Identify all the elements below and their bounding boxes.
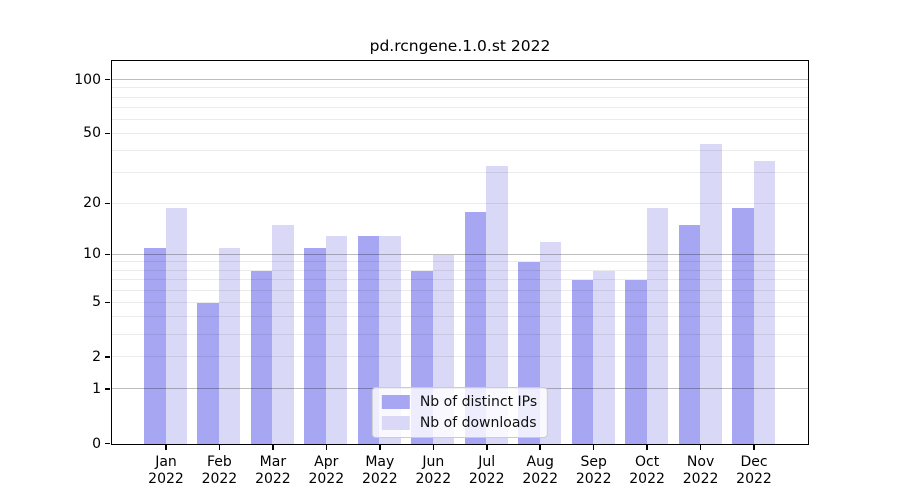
legend-item-distinct-ips: Nb of distinct IPs bbox=[381, 394, 538, 410]
bar-distinct-ips-oct bbox=[625, 280, 647, 444]
x-tick-mark-dec bbox=[753, 445, 755, 450]
bar-downloads-feb bbox=[218, 248, 241, 444]
y-tick-mark-1 bbox=[105, 388, 110, 390]
legend-item-downloads: Nb of downloads bbox=[381, 415, 537, 431]
x-tick-mark-nov bbox=[699, 445, 702, 450]
x-tick-mark-jul bbox=[486, 445, 488, 450]
bar-distinct-ips-feb bbox=[197, 302, 219, 444]
y-tick-mark-50 bbox=[105, 132, 110, 135]
legend-swatch-distinct-ips bbox=[381, 395, 410, 409]
x-tick-label-dec: Dec 2022 bbox=[736, 453, 772, 488]
bar-downloads-sep bbox=[593, 270, 615, 444]
bar-distinct-ips-mar bbox=[250, 270, 273, 444]
y-tick-mark-10 bbox=[105, 253, 110, 256]
x-tick-label-may: May 2022 bbox=[361, 453, 398, 488]
y-tick-label-0: 0 bbox=[92, 435, 101, 452]
plot-area: Nb of distinct IPs Nb of downloads bbox=[111, 60, 809, 445]
bar-distinct-ips-jul bbox=[464, 211, 487, 444]
bar-distinct-ips-jan bbox=[144, 248, 166, 444]
x-tick-mark-mar bbox=[272, 445, 274, 450]
y-tick-label-2: 2 bbox=[92, 348, 101, 365]
y-tick-label-5: 5 bbox=[92, 294, 101, 311]
x-tick-label-nov: Nov 2022 bbox=[682, 453, 719, 488]
legend-swatch-downloads bbox=[381, 416, 410, 430]
y-tick-label-1: 1 bbox=[92, 380, 101, 397]
x-tick-mark-jun bbox=[432, 445, 434, 450]
bar-downloads-mar bbox=[272, 225, 294, 444]
x-tick-mark-apr bbox=[325, 445, 328, 450]
bar-distinct-ips-sep bbox=[571, 280, 594, 444]
legend: Nb of distinct IPs Nb of downloads bbox=[371, 387, 549, 438]
y-tick-mark-20 bbox=[105, 202, 110, 205]
x-tick-label-feb: Feb 2022 bbox=[201, 453, 238, 488]
legend-label-distinct-ips: Nb of distinct IPs bbox=[419, 394, 538, 410]
y-tick-label-50: 50 bbox=[83, 125, 101, 142]
x-tick-label-jan: Jan 2022 bbox=[148, 453, 184, 488]
legend-label-downloads: Nb of downloads bbox=[419, 415, 537, 431]
x-tick-mark-feb bbox=[218, 445, 221, 450]
y-tick-label-20: 20 bbox=[83, 195, 101, 212]
bar-downloads-dec bbox=[753, 161, 775, 444]
y-tick-mark-100 bbox=[105, 78, 110, 81]
x-tick-mark-jan bbox=[165, 445, 167, 450]
x-tick-label-jul: Jul 2022 bbox=[468, 453, 505, 488]
bar-downloads-oct bbox=[646, 207, 669, 444]
x-tick-mark-may bbox=[379, 445, 381, 450]
x-tick-label-mar: Mar 2022 bbox=[255, 453, 291, 488]
bar-downloads-apr bbox=[325, 235, 348, 444]
y-tick-label-100: 100 bbox=[74, 71, 101, 88]
x-tick-mark-sep bbox=[592, 445, 595, 450]
bar-downloads-jul bbox=[486, 165, 508, 444]
bar-distinct-ips-apr bbox=[304, 248, 326, 444]
bar-downloads-jan bbox=[165, 207, 187, 444]
x-tick-label-sep: Sep 2022 bbox=[575, 453, 612, 488]
x-tick-label-apr: Apr 2022 bbox=[308, 453, 345, 488]
y-tick-label-10: 10 bbox=[83, 246, 101, 263]
y-tick-mark-2 bbox=[105, 356, 110, 358]
bar-distinct-ips-dec bbox=[732, 207, 754, 444]
x-tick-mark-aug bbox=[539, 445, 541, 450]
bar-downloads-nov bbox=[700, 143, 722, 444]
x-tick-label-oct: Oct 2022 bbox=[629, 453, 665, 488]
chart-title: pd.rcngene.1.0.st 2022 bbox=[369, 37, 551, 55]
x-tick-mark-oct bbox=[646, 445, 648, 450]
x-tick-label-jun: Jun 2022 bbox=[415, 453, 452, 488]
x-tick-label-aug: Aug 2022 bbox=[522, 453, 559, 488]
y-tick-mark-0 bbox=[105, 442, 110, 445]
y-tick-mark-5 bbox=[105, 301, 110, 303]
bar-distinct-ips-nov bbox=[678, 225, 701, 444]
